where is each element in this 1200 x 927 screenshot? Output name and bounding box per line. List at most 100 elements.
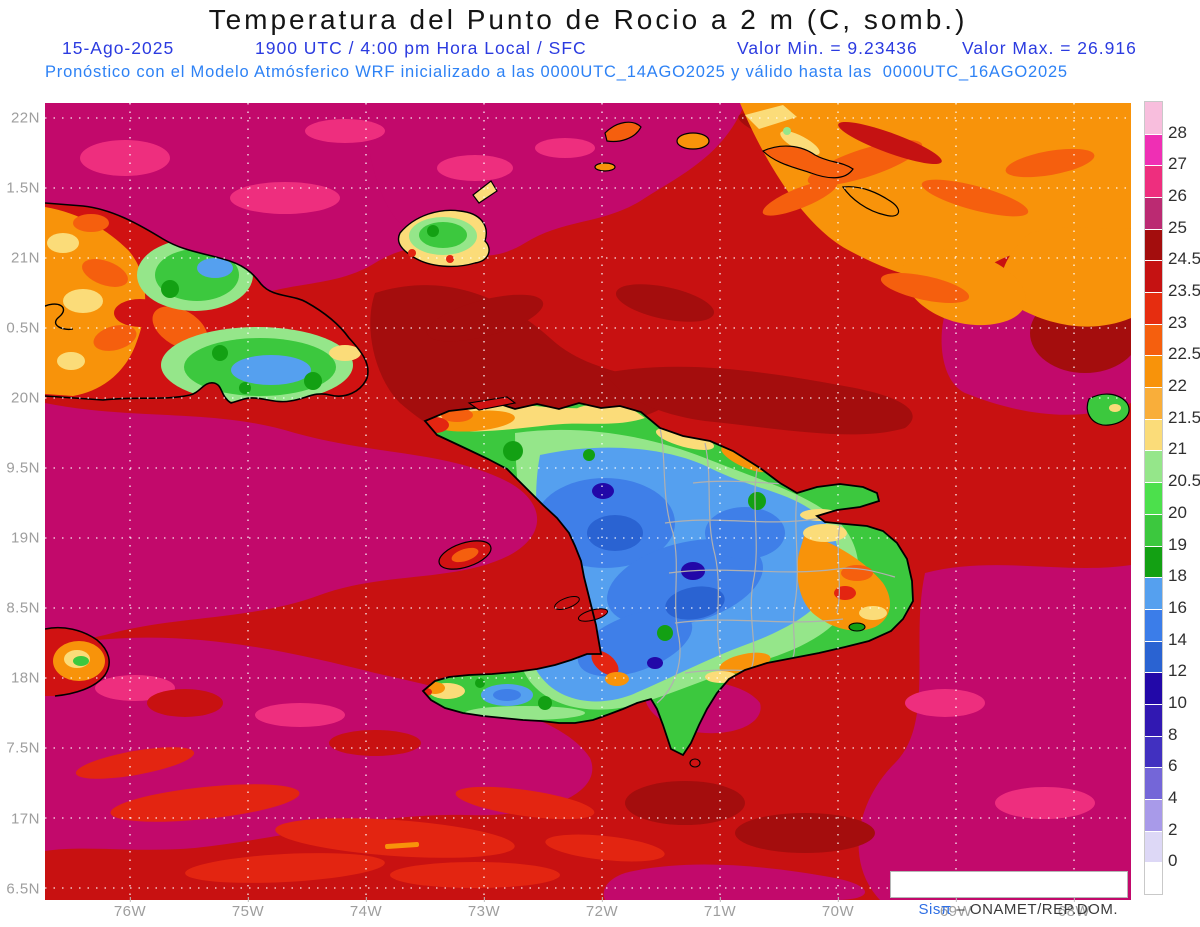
page-title: Temperatura del Punto de Rocio a 2 m (C,…	[208, 4, 968, 35]
watermark: Sisπ – ONAMET/REP.DOM.	[889, 871, 1128, 918]
longitude-label: 76W	[113, 897, 147, 920]
legend-band	[1145, 197, 1162, 229]
legend-value: 6	[1168, 756, 1178, 776]
islet-diamond	[472, 180, 498, 204]
legend-band	[1145, 323, 1162, 356]
legend-value: 10	[1168, 692, 1187, 712]
legend-value: 21	[1168, 439, 1187, 459]
legend-value: 4	[1168, 787, 1178, 807]
latitude-label: 0.5N	[6, 319, 40, 337]
legend-value: 16	[1168, 597, 1187, 617]
lake-enriquillo	[554, 596, 580, 610]
legend-value: 21.5	[1168, 407, 1200, 427]
saona-island	[848, 622, 866, 632]
latitude-label: 1.5N	[6, 179, 40, 197]
legend-band	[1145, 862, 1162, 894]
legend-value: 23.5	[1168, 281, 1200, 301]
legend-band	[1145, 608, 1162, 641]
legend-value: 27	[1168, 154, 1187, 174]
legend-band	[1145, 577, 1162, 609]
legend-value: 20	[1168, 502, 1187, 522]
longitude-label: 70W	[821, 897, 855, 920]
latitude-label: 6.5N	[6, 880, 40, 898]
latitude-label: 9.5N	[6, 459, 40, 477]
beata-island	[689, 758, 701, 768]
legend-value: 8	[1168, 724, 1178, 744]
legend-value: 12	[1168, 661, 1187, 681]
value-min: Valor Min. = 9.23436	[737, 38, 918, 58]
legend-value: 22	[1168, 376, 1187, 396]
latitude-label: 7.5N	[6, 739, 40, 757]
sea-orange-ne-region	[740, 103, 1131, 327]
longitude-label: 71W	[703, 897, 737, 920]
legend-band	[1145, 355, 1162, 388]
inagua-island	[397, 209, 490, 268]
longitude-label: 72W	[585, 897, 619, 920]
navidad-bank-islet	[1086, 393, 1130, 426]
legend-band	[1145, 798, 1162, 831]
legend-band	[1145, 482, 1162, 514]
cuba-landmass	[45, 202, 369, 404]
legend-band	[1145, 735, 1162, 768]
legend-band	[1145, 672, 1162, 704]
dewpoint-field-svg	[45, 103, 1131, 900]
watermark-text: – ONAMET/REP.DOM.	[951, 901, 1118, 918]
legend-value: 18	[1168, 566, 1187, 586]
legend-value: 20.5	[1168, 471, 1200, 491]
turks-caicos-chain	[594, 121, 900, 217]
latitude-label: 20N	[10, 389, 40, 407]
province-borders	[656, 427, 896, 704]
legend-band	[1145, 640, 1162, 673]
grid-lines	[45, 103, 1131, 900]
sea-red-patch	[329, 730, 421, 756]
legend-value: 14	[1168, 629, 1187, 649]
legend-band	[1145, 102, 1162, 134]
legend-value: 24.5	[1168, 249, 1200, 269]
hispaniola-coastline	[421, 402, 914, 757]
legend-band	[1145, 703, 1162, 736]
legend-band	[1145, 767, 1162, 799]
legend-band	[1145, 545, 1162, 578]
legend-value: 19	[1168, 534, 1187, 554]
latitude-label: 8.5N	[6, 599, 40, 617]
latitude-label: 19N	[10, 529, 40, 547]
legend-value: 0	[1168, 851, 1178, 871]
legend-value: 2	[1168, 819, 1178, 839]
legend-band	[1145, 133, 1162, 166]
model-info-line: Pronóstico con el Modelo Atmósferico WRF…	[45, 63, 1068, 81]
hispaniola-island	[421, 396, 914, 768]
latitude-label: 22N	[10, 109, 40, 127]
sea-red-streaks	[75, 747, 665, 888]
legend-band	[1145, 513, 1162, 546]
legend-value: 22.5	[1168, 344, 1200, 364]
tortuga-island	[467, 396, 517, 411]
legend-band	[1145, 292, 1162, 324]
legend-band	[1145, 450, 1162, 483]
longitude-label: 68W	[1058, 897, 1090, 920]
color-scale-legend	[1144, 101, 1163, 895]
legend-value: 28	[1168, 122, 1187, 142]
legend-band	[1145, 418, 1162, 451]
longitude-label: 75W	[231, 897, 265, 920]
longitude-label: 73W	[467, 897, 501, 920]
legend-value: 23	[1168, 312, 1187, 332]
latitude-label: 17N	[10, 810, 40, 827]
forecast-date: 15-Ago-2025	[62, 38, 175, 58]
jamaica-tip	[45, 626, 110, 697]
map-canvas	[45, 103, 1131, 900]
longitude-label: 69W	[940, 897, 972, 920]
sea-orange-dash	[385, 841, 420, 850]
latitude-label: 18N	[10, 669, 40, 687]
legend-value: 25	[1168, 217, 1187, 237]
legend-band	[1145, 260, 1162, 293]
latitude-label: 21N	[10, 249, 40, 267]
legend-band	[1145, 228, 1162, 261]
legend-value: 26	[1168, 186, 1187, 206]
legend-band	[1145, 165, 1162, 198]
sea-red-patch	[147, 689, 223, 717]
value-max: Valor Max. = 26.916	[962, 38, 1137, 58]
coastline-fragment	[45, 303, 74, 331]
legend-band	[1145, 387, 1162, 419]
gonave-island	[438, 540, 492, 570]
